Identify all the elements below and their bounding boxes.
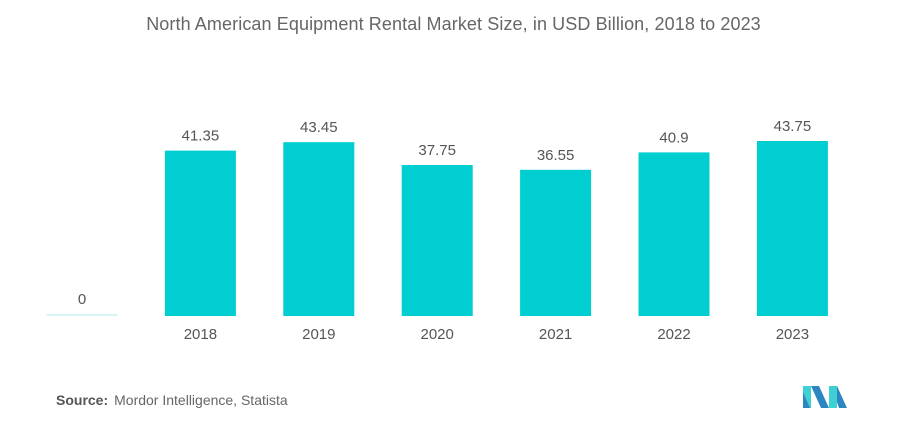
mordor-intelligence-logo-icon	[803, 386, 847, 408]
source-note: Source: Mordor Intelligence, Statista	[56, 392, 288, 408]
x-tick-label-2019: 2019	[302, 326, 335, 343]
value-label-2022: 40.9	[659, 129, 688, 146]
x-tick-label-2018: 2018	[184, 326, 217, 343]
bars-group	[46, 141, 828, 316]
x-tick-label-2021: 2021	[539, 326, 572, 343]
bar-2021	[520, 169, 592, 316]
bar-2018	[164, 150, 236, 316]
value-label-zero: 0	[78, 291, 86, 308]
chart-title: North American Equipment Rental Market S…	[146, 14, 761, 34]
value-label-2023: 43.75	[774, 118, 812, 135]
x-tick-label-2022: 2022	[657, 326, 690, 343]
value-label-2021: 36.55	[537, 147, 575, 164]
bar-2023	[756, 141, 828, 316]
bar-2019	[283, 142, 355, 316]
value-label-2018: 41.35	[182, 128, 220, 145]
value-label-2020: 37.75	[418, 142, 456, 159]
source-text: Mordor Intelligence, Statista	[114, 392, 288, 408]
source-label: Source:	[56, 392, 109, 408]
value-label-2019: 43.45	[300, 119, 338, 136]
x-tick-label-2023: 2023	[776, 326, 809, 343]
value-labels-group: 0 41.35 43.45 37.75 36.55 40.9 43.75	[78, 118, 811, 308]
bar-2020	[401, 165, 473, 316]
bar-2022	[638, 152, 710, 316]
bar-zero	[46, 314, 118, 316]
x-axis-labels-group: 2018 2019 2020 2021 2022 2023	[184, 326, 809, 343]
x-tick-label-2020: 2020	[421, 326, 454, 343]
